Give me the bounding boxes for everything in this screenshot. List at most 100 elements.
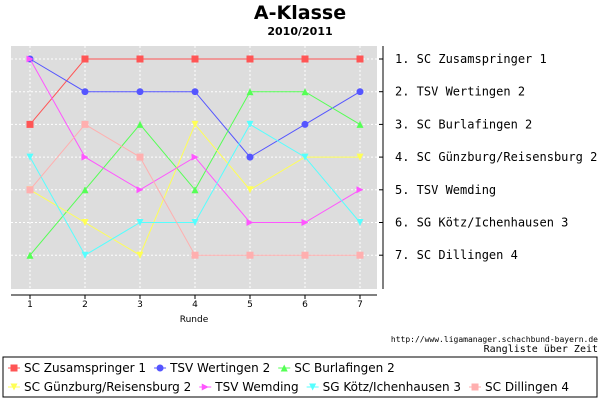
legend: SC Zusamspringer 1 TSV Wertingen 2 SC Burl… bbox=[8, 361, 569, 394]
legend-label: SC Burlafingen 2 bbox=[294, 361, 395, 375]
series-lines bbox=[26, 55, 364, 259]
data-point bbox=[81, 153, 89, 161]
data-point bbox=[81, 186, 89, 194]
legend-item: SC Günzburg/Reisensburg 2 bbox=[8, 380, 191, 394]
legend-box bbox=[2, 356, 598, 398]
data-point bbox=[246, 186, 254, 194]
legend-label: SC Günzburg/Reisensburg 2 bbox=[24, 380, 191, 394]
ranking-label: 1. SC Zusamspringer 1 bbox=[395, 52, 547, 66]
legend-marker bbox=[10, 364, 18, 372]
x-tick-label: 7 bbox=[357, 300, 363, 310]
x-tick-label: 3 bbox=[137, 300, 143, 310]
x-tick-label: 4 bbox=[192, 300, 198, 310]
legend-marker bbox=[156, 364, 164, 372]
legend-item: SG Kötz/Ichenhausen 3 bbox=[306, 380, 461, 394]
legend-item: TSV Wertingen 2 bbox=[154, 361, 270, 375]
x-axis: 1 2 3 4 5 6 7 bbox=[11, 294, 377, 310]
data-point bbox=[191, 153, 199, 161]
series-5 bbox=[26, 55, 364, 226]
ranking-label: 3. SC Burlafingen 2 bbox=[395, 117, 532, 131]
ranking-label: 2. TSV Wertingen 2 bbox=[395, 85, 525, 99]
data-point bbox=[191, 55, 199, 63]
data-point bbox=[246, 219, 254, 226]
data-point bbox=[136, 219, 144, 226]
legend-marker bbox=[471, 383, 479, 391]
credit-url: http://www.ligamanager.schachbund-bayern… bbox=[391, 335, 598, 344]
data-point bbox=[26, 153, 34, 161]
legend-item: TSV Wemding bbox=[199, 380, 299, 394]
credit-caption: Rangliste über Zeit bbox=[484, 344, 598, 355]
ranking-label: 6. SG Kötz/Ichenhausen 3 bbox=[395, 216, 568, 230]
data-point bbox=[356, 120, 364, 128]
x-tick-label: 2 bbox=[82, 300, 88, 310]
data-point bbox=[301, 55, 309, 63]
data-point bbox=[136, 251, 144, 259]
data-point bbox=[136, 88, 144, 96]
x-tick-label: 6 bbox=[302, 300, 308, 310]
data-point bbox=[301, 120, 309, 128]
series-1 bbox=[26, 55, 364, 128]
legend-label: TSV Wemding bbox=[214, 380, 298, 394]
x-axis-label: Runde bbox=[180, 315, 209, 325]
data-point bbox=[136, 153, 144, 161]
ranking-label: 5. TSV Wemding bbox=[395, 183, 496, 197]
data-point bbox=[136, 120, 144, 128]
right-axis bbox=[379, 46, 384, 289]
legend-item: SC Burlafingen 2 bbox=[278, 361, 395, 375]
data-point bbox=[356, 186, 364, 194]
data-point bbox=[136, 55, 144, 63]
data-point bbox=[301, 219, 309, 226]
data-point bbox=[191, 88, 199, 96]
series-2 bbox=[26, 55, 364, 161]
data-point bbox=[26, 55, 34, 63]
data-point bbox=[246, 55, 254, 63]
data-point bbox=[81, 251, 89, 259]
data-point bbox=[356, 55, 364, 63]
legend-marker bbox=[10, 383, 18, 391]
data-point bbox=[301, 153, 309, 161]
legend-label: TSV Wertingen 2 bbox=[169, 361, 270, 375]
ranking-labels: 1. SC Zusamspringer 1 2. TSV Wertingen 2 3… bbox=[395, 52, 597, 262]
legend-marker bbox=[280, 364, 288, 372]
data-point bbox=[81, 55, 89, 63]
data-point bbox=[191, 120, 199, 128]
data-point bbox=[356, 88, 364, 96]
data-point bbox=[246, 120, 254, 128]
data-point bbox=[246, 153, 254, 161]
data-point bbox=[191, 186, 199, 194]
legend-label: SC Zusamspringer 1 bbox=[24, 361, 146, 375]
data-point bbox=[81, 88, 89, 96]
legend-label: SC Dillingen 4 bbox=[485, 380, 569, 394]
data-point bbox=[356, 219, 364, 226]
chart-title: A-Klasse bbox=[254, 2, 346, 24]
chart-subtitle: 2010/2011 bbox=[267, 25, 332, 38]
data-point bbox=[136, 186, 144, 194]
data-point bbox=[356, 153, 364, 161]
ranking-label: 7. SC Dillingen 4 bbox=[395, 248, 518, 262]
series-6 bbox=[26, 120, 364, 259]
legend-item: SC Zusamspringer 1 bbox=[8, 361, 146, 375]
series-7 bbox=[26, 120, 364, 259]
data-point bbox=[26, 251, 34, 259]
ranking-label: 4. SC Günzburg/Reisensburg 2 bbox=[395, 150, 597, 164]
data-point bbox=[246, 88, 254, 96]
legend-label: SG Kötz/Ichenhausen 3 bbox=[323, 380, 461, 394]
data-point bbox=[191, 219, 199, 226]
data-point bbox=[26, 120, 34, 128]
legend-marker bbox=[201, 383, 209, 391]
data-point bbox=[301, 251, 309, 259]
data-point bbox=[356, 251, 364, 259]
data-point bbox=[81, 120, 89, 128]
data-point bbox=[191, 251, 199, 259]
data-point bbox=[301, 88, 309, 96]
series-3 bbox=[26, 88, 364, 259]
data-point bbox=[246, 251, 254, 259]
x-tick-label: 1 bbox=[27, 300, 33, 310]
x-tick-label: 5 bbox=[247, 300, 253, 310]
legend-marker bbox=[309, 383, 317, 391]
plot-area bbox=[11, 46, 377, 289]
data-point bbox=[26, 186, 34, 194]
legend-item: SC Dillingen 4 bbox=[469, 380, 569, 394]
data-point bbox=[81, 219, 89, 226]
